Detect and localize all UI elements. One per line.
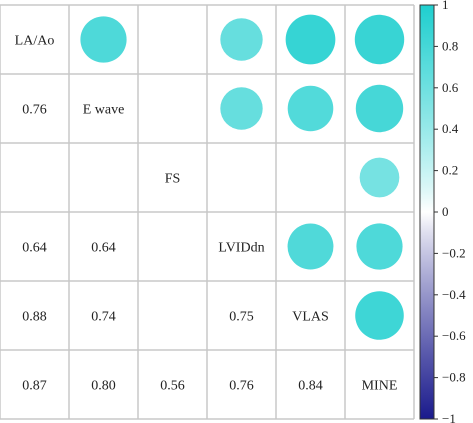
colorbar-tick-label: −0.8	[442, 370, 466, 385]
correlation-circle	[359, 157, 400, 198]
colorbar-tick-label: 0.8	[442, 38, 458, 53]
correlation-circle	[220, 87, 263, 130]
diagonal-label: LVIDdn	[218, 241, 264, 256]
diagonal-label: LA/Ao	[15, 34, 55, 49]
correlation-value: 0.56	[160, 379, 185, 394]
colorbar-tick-label: 0.6	[442, 80, 459, 95]
correlation-value: 0.75	[229, 310, 254, 325]
correlation-circle	[356, 223, 403, 270]
colorbar-tick-label: −0.4	[442, 287, 466, 302]
colorbar-tick-label: 0.2	[442, 163, 458, 178]
diagonal-label: FS	[165, 172, 181, 187]
colorbar-tick-label: 0	[442, 204, 449, 219]
correlation-value: 0.64	[91, 241, 116, 256]
correlation-value: 0.76	[229, 379, 254, 394]
colorbar-tick-label: 0.4	[442, 121, 459, 136]
correlation-circle	[355, 84, 404, 133]
diagonal-label: VLAS	[292, 310, 329, 325]
correlation-circle	[285, 14, 336, 65]
correlation-circle	[354, 14, 405, 65]
correlation-value: 0.88	[22, 310, 47, 325]
colorbar-tick-label: −0.6	[442, 328, 466, 343]
colorbar-tick-label: −1	[442, 411, 456, 423]
diagonal-label: MINE	[362, 379, 398, 394]
correlation-circle	[287, 85, 334, 132]
correlation-circle	[80, 16, 127, 63]
correlation-value: 0.74	[91, 310, 116, 325]
correlation-value: 0.64	[22, 241, 47, 256]
correlation-circle	[220, 18, 263, 61]
correlation-value: 0.76	[22, 103, 47, 118]
correlation-value: 0.84	[298, 379, 323, 394]
correlation-circle	[287, 223, 334, 270]
correlation-circle	[355, 291, 404, 340]
diagonal-label: E wave	[83, 103, 125, 118]
colorbar-tick-label: 1	[442, 0, 449, 12]
correlation-value: 0.80	[91, 379, 116, 394]
colorbar-tick-label: −0.2	[442, 245, 466, 260]
colorbar	[419, 4, 435, 420]
correlation-value: 0.87	[22, 379, 47, 394]
